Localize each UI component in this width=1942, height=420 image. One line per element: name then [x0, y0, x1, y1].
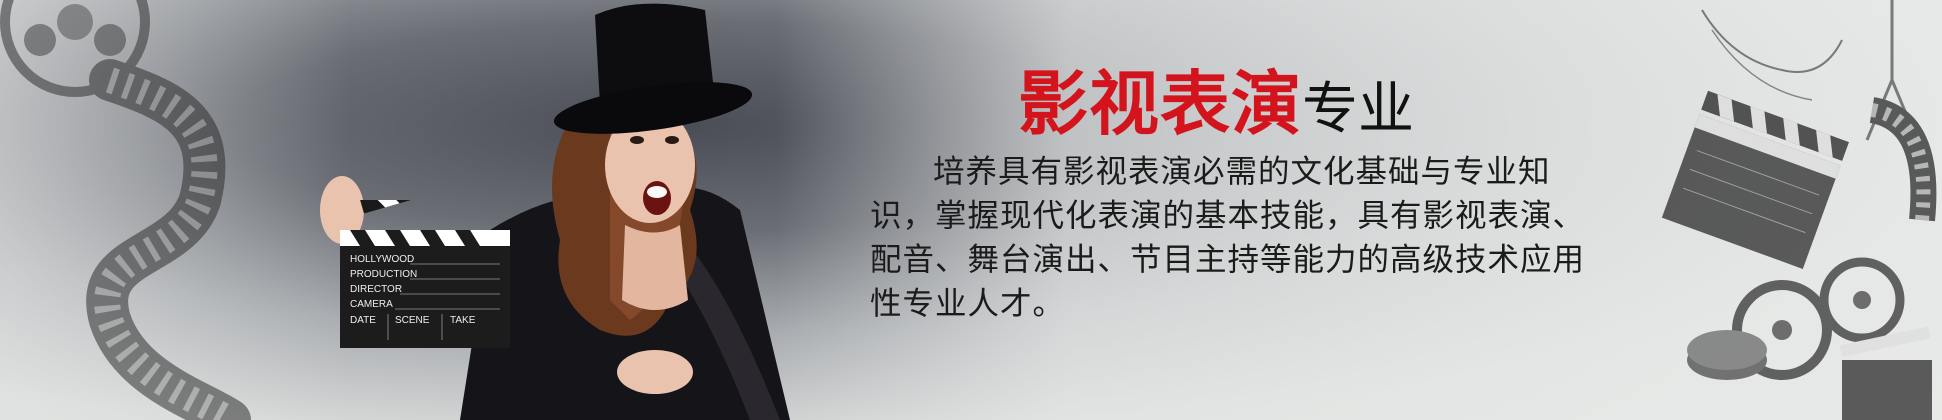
description-text: 培养具有影视表演必需的文化基础与专业知识，掌握现代化表演的基本技能，具有影视表演… [870, 154, 1586, 322]
title-rest: 专业 [1302, 77, 1414, 142]
clapper-line1: HOLLYWOOD [350, 254, 414, 265]
clapper-line2: PRODUCTION [350, 269, 417, 280]
performer-image [320, 3, 790, 420]
film-reel-icon [0, 0, 251, 420]
clapper-col1: DATE [350, 315, 376, 326]
clapper-line3: DIRECTOR [350, 284, 402, 295]
title-highlight: 影视表演 [1018, 63, 1302, 145]
clapper-col2: SCENE [395, 315, 430, 326]
clapper-line4: CAMERA [350, 299, 393, 310]
clapper-col3: TAKE [450, 315, 476, 326]
film-equipment-icon [1661, 0, 1937, 420]
page-title: 影视表演专业 [1018, 48, 1414, 149]
clapperboard-icon: HOLLYWOOD PRODUCTION DIRECTOR CAMERA DAT… [340, 200, 510, 348]
